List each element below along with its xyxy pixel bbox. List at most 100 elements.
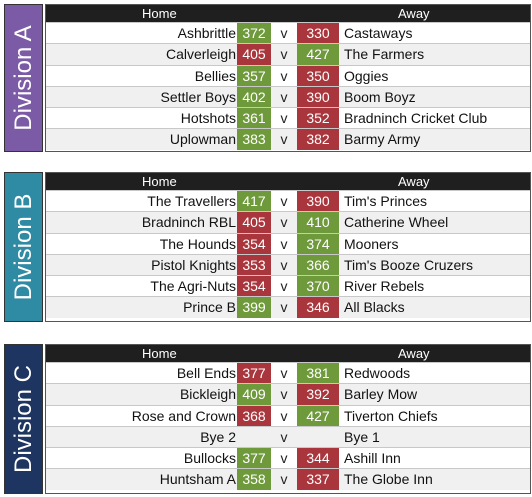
- home-team: Bellies: [194, 67, 236, 84]
- home-score: [237, 427, 271, 447]
- division-c-title: Division C: [9, 364, 37, 474]
- home-team: Prince B: [183, 299, 236, 316]
- away-team: Oggies: [344, 67, 389, 84]
- away-score: 410: [297, 212, 339, 233]
- division-c: Division C Home Away Bell Ends 377 v 381 Red…: [4, 344, 532, 494]
- away-team: Castaways: [344, 25, 413, 41]
- versus-label: v: [280, 110, 288, 127]
- match-row: Bradninch RBL 405 v 410 Catherine Wheel: [46, 211, 530, 233]
- match-row: Bickleigh 409 v 392 Barley Mow: [46, 383, 530, 405]
- match-row: Ashbrittle 372 v 330 Castaways: [46, 22, 530, 44]
- away-team: The Globe Inn: [344, 471, 433, 488]
- home-score: 353: [237, 254, 271, 276]
- away-score: 352: [297, 108, 339, 129]
- division-b-label: Division B: [4, 172, 43, 322]
- away-team: Bye 1: [344, 428, 380, 445]
- away-score: 346: [297, 297, 339, 318]
- division-c-label: Division C: [4, 344, 43, 494]
- away-score: 381: [297, 363, 339, 384]
- match-row: Huntsham A 358 v 337 The Globe Inn: [46, 468, 530, 490]
- home-header: Home: [142, 174, 177, 189]
- division-b: Division B Home Away The Travellers 417 v 3…: [4, 172, 532, 322]
- away-score: 337: [297, 469, 339, 490]
- away-score: 366: [297, 254, 339, 276]
- home-score: 377: [237, 448, 271, 469]
- home-team: Settler Boys: [160, 88, 236, 105]
- away-score: 350: [297, 65, 339, 86]
- away-score: 427: [297, 44, 339, 65]
- away-header: Away: [398, 174, 430, 189]
- division-b-title: Division B: [9, 193, 37, 301]
- versus-label: v: [280, 235, 288, 252]
- away-team: Tim's Booze Cruzers: [344, 256, 473, 273]
- home-score: 372: [237, 23, 271, 44]
- away-score: 392: [297, 384, 339, 405]
- versus-label: v: [280, 428, 288, 445]
- match-row: Settler Boys 402 v 390 Boom Boyz: [46, 85, 530, 108]
- table-header: Home Away: [46, 345, 530, 362]
- away-team: Tim's Princes: [344, 193, 428, 209]
- home-team: The Hounds: [159, 235, 236, 252]
- away-team: The Farmers: [344, 46, 425, 63]
- versus-label: v: [280, 450, 288, 467]
- away-team: Catherine Wheel: [344, 214, 449, 231]
- away-score: 330: [297, 23, 339, 44]
- match-row: Prince B 399 v 346 All Blacks: [46, 296, 530, 318]
- match-row: Bullocks 377 v 344 Ashill Inn: [46, 447, 530, 469]
- home-score: 358: [237, 469, 271, 490]
- home-score: 383: [237, 129, 271, 150]
- home-score: 409: [237, 384, 271, 405]
- versus-label: v: [280, 278, 288, 295]
- division-b-table: Home Away The Travellers 417 v 390 Tim's Pri…: [45, 172, 531, 322]
- versus-label: v: [280, 471, 288, 488]
- home-header: Home: [142, 6, 177, 21]
- home-score: 368: [237, 405, 271, 426]
- match-row: Rose and Crown 368 v 427 Tiverton Chiefs: [46, 404, 530, 426]
- versus-label: v: [280, 46, 288, 63]
- home-score: 357: [237, 65, 271, 86]
- match-row: Bye 2 v Bye 1: [46, 425, 530, 448]
- versus-label: v: [280, 88, 288, 105]
- match-row: Hotshots 361 v 352 Bradninch Cricket Club: [46, 107, 530, 129]
- versus-label: v: [280, 214, 288, 231]
- home-team: Hotshots: [180, 110, 236, 127]
- home-score: 361: [237, 108, 271, 129]
- away-score: 390: [297, 86, 339, 108]
- versus-label: v: [280, 193, 288, 209]
- versus-label: v: [280, 386, 288, 403]
- match-row: The Agri-Nuts 354 v 370 River Rebels: [46, 275, 530, 297]
- table-header: Home Away: [46, 5, 530, 22]
- away-score: 370: [297, 276, 339, 297]
- home-team: Calverleigh: [165, 46, 236, 63]
- home-team: Bullocks: [183, 450, 236, 467]
- away-team: Ashill Inn: [344, 450, 401, 467]
- home-team: Bickleigh: [179, 386, 236, 403]
- home-team: The Agri-Nuts: [150, 278, 236, 295]
- home-score: 354: [237, 276, 271, 297]
- away-score: [297, 427, 339, 447]
- home-team: The Travellers: [147, 193, 236, 209]
- division-a-table: Home Away Ashbrittle 372 v 330 Castaways Calv…: [45, 4, 531, 152]
- home-team: Huntsham A: [159, 471, 236, 488]
- away-score: 390: [297, 191, 339, 212]
- away-team: Redwoods: [344, 365, 411, 381]
- home-score: 417: [237, 191, 271, 212]
- division-a-title: Division A: [9, 25, 37, 131]
- match-row: The Hounds 354 v 374 Mooners: [46, 232, 530, 254]
- away-team: Tiverton Chiefs: [344, 407, 438, 424]
- versus-label: v: [280, 299, 288, 316]
- home-team: Bradninch RBL: [141, 214, 236, 231]
- versus-label: v: [280, 407, 288, 424]
- versus-label: v: [280, 256, 288, 273]
- home-team: Uplowman: [169, 131, 236, 148]
- away-team: Mooners: [344, 235, 399, 252]
- home-team: Ashbrittle: [177, 25, 236, 41]
- home-header: Home: [142, 346, 177, 361]
- division-a: Division A Home Away Ashbrittle 372 v 330 Ca…: [4, 4, 532, 152]
- away-team: All Blacks: [344, 299, 405, 316]
- match-row: The Travellers 417 v 390 Tim's Princes: [46, 190, 530, 212]
- away-team: River Rebels: [344, 278, 425, 295]
- table-header: Home Away: [46, 173, 530, 190]
- home-team: Bell Ends: [176, 365, 236, 381]
- home-score: 399: [237, 297, 271, 318]
